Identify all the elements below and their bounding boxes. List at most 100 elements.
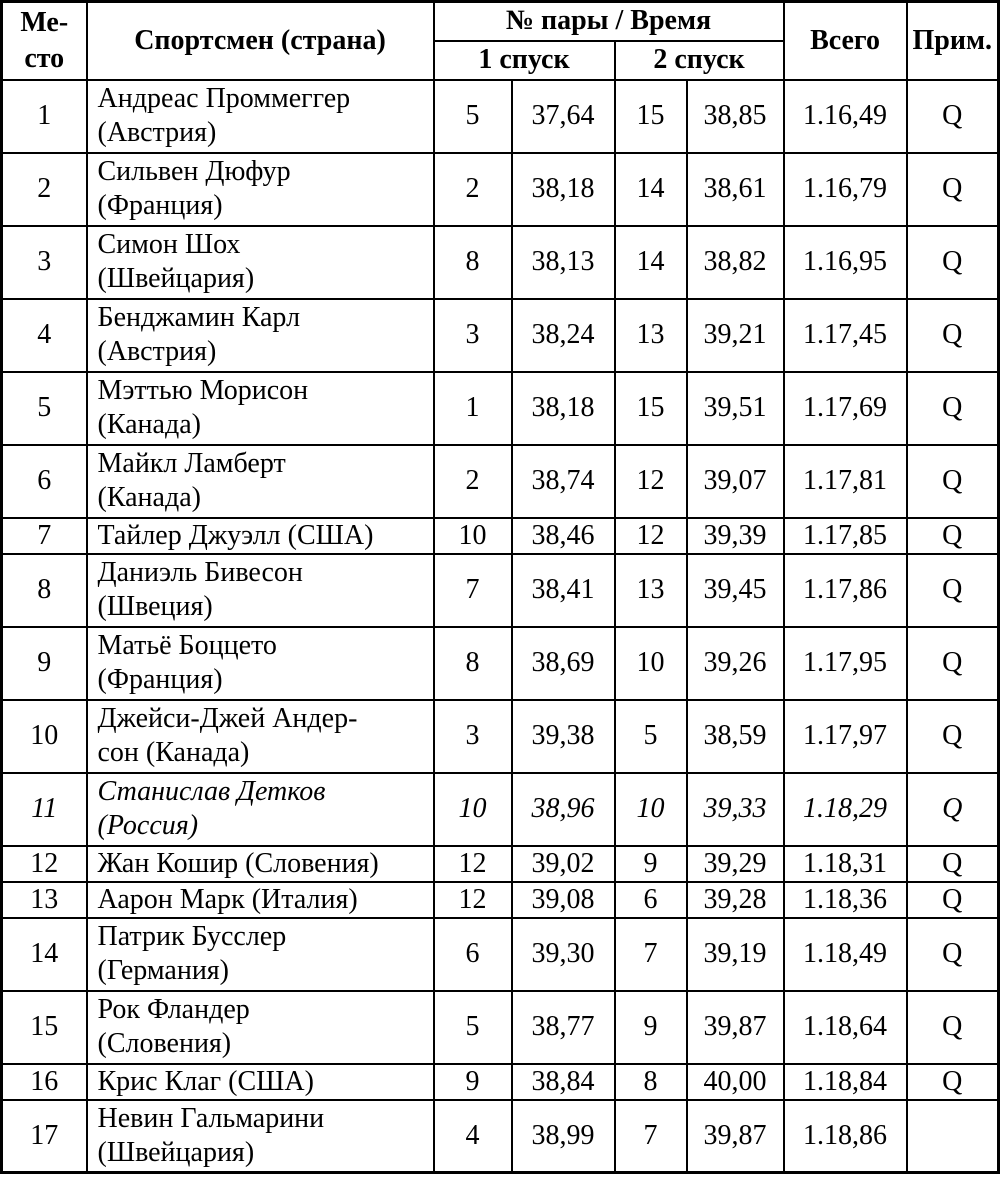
table-row: 14 Патрик Бусслер (Германия) 6 39,30 7 39,19 1… bbox=[0, 916, 1000, 992]
note-cell: Q bbox=[905, 1062, 1000, 1101]
run2-time-cell: 39,26 bbox=[685, 625, 785, 701]
athlete-cell: Симон Шох (Швейцария) bbox=[85, 224, 435, 300]
run1-pair-cell: 12 bbox=[432, 844, 513, 883]
run1-time-cell: 38,84 bbox=[510, 1062, 616, 1101]
run2-pair-cell: 13 bbox=[613, 552, 688, 628]
run1-time-cell: 38,96 bbox=[510, 771, 616, 847]
header-run1: 1 спуск bbox=[432, 39, 616, 81]
total-cell: 1.18,36 bbox=[782, 880, 908, 919]
run2-time-cell: 39,28 bbox=[685, 880, 785, 919]
run1-pair-cell: 12 bbox=[432, 880, 513, 919]
run2-time-cell: 39,19 bbox=[685, 916, 785, 992]
note-cell: Q bbox=[905, 880, 1000, 919]
run1-time-cell: 38,24 bbox=[510, 297, 616, 373]
total-cell: 1.18,64 bbox=[782, 989, 908, 1065]
total-cell: 1.16,49 bbox=[782, 78, 908, 154]
header-total: Всего bbox=[782, 0, 908, 81]
athlete-cell: Майкл Ламберт (Канада) bbox=[85, 443, 435, 519]
table-row: 7 Тайлер Джуэлл (США) 10 38,46 12 39,39 1.17,8… bbox=[0, 516, 1000, 555]
table-row: 8 Даниэль Бивесон (Швеция) 7 38,41 13 39,45 1.… bbox=[0, 552, 1000, 628]
note-cell: Q bbox=[905, 151, 1000, 227]
run1-time-cell: 39,30 bbox=[510, 916, 616, 992]
note-cell: Q bbox=[905, 552, 1000, 628]
athlete-cell: Тайлер Джуэлл (США) bbox=[85, 516, 435, 555]
run1-pair-cell: 2 bbox=[432, 151, 513, 227]
table-row: 16 Крис Клаг (США) 9 38,84 8 40,00 1.18,84 Q bbox=[0, 1062, 1000, 1101]
run1-pair-cell: 2 bbox=[432, 443, 513, 519]
athlete-cell: Патрик Бусслер (Германия) bbox=[85, 916, 435, 992]
athlete-cell: Матьё Боццето (Франция) bbox=[85, 625, 435, 701]
place-cell: 12 bbox=[0, 844, 88, 883]
total-cell: 1.17,69 bbox=[782, 370, 908, 446]
run1-pair-cell: 1 bbox=[432, 370, 513, 446]
run2-pair-cell: 9 bbox=[613, 989, 688, 1065]
note-cell: Q bbox=[905, 370, 1000, 446]
run1-time-cell: 38,41 bbox=[510, 552, 616, 628]
run2-pair-cell: 12 bbox=[613, 443, 688, 519]
note-cell bbox=[905, 1098, 1000, 1174]
note-cell: Q bbox=[905, 78, 1000, 154]
table-row: 13 Аарон Марк (Италия) 12 39,08 6 39,28 1.18,3… bbox=[0, 880, 1000, 919]
total-cell: 1.17,81 bbox=[782, 443, 908, 519]
run2-pair-cell: 6 bbox=[613, 880, 688, 919]
run2-pair-cell: 10 bbox=[613, 771, 688, 847]
run2-time-cell: 40,00 bbox=[685, 1062, 785, 1101]
athlete-cell: Джейси-Джей Андер- сон (Канада) bbox=[85, 698, 435, 774]
place-cell: 15 bbox=[0, 989, 88, 1065]
total-cell: 1.17,95 bbox=[782, 625, 908, 701]
place-cell: 7 bbox=[0, 516, 88, 555]
run2-pair-cell: 15 bbox=[613, 78, 688, 154]
place-cell: 17 bbox=[0, 1098, 88, 1174]
athlete-cell: Мэттью Морисон (Канада) bbox=[85, 370, 435, 446]
table-row: 3 Симон Шох (Швейцария) 8 38,13 14 38,82 1.16,… bbox=[0, 224, 1000, 300]
run2-pair-cell: 7 bbox=[613, 916, 688, 992]
athlete-cell: Станислав Детков (Россия) bbox=[85, 771, 435, 847]
run1-pair-cell: 6 bbox=[432, 916, 513, 992]
total-cell: 1.18,84 bbox=[782, 1062, 908, 1101]
run1-pair-cell: 5 bbox=[432, 989, 513, 1065]
note-cell: Q bbox=[905, 516, 1000, 555]
note-cell: Q bbox=[905, 698, 1000, 774]
table-row: 9 Матьё Боццето (Франция) 8 38,69 10 39,26 1.1… bbox=[0, 625, 1000, 701]
results-body: 1 Андреас Проммеггер (Австрия) 5 37,64 15 38,… bbox=[0, 78, 1000, 1174]
run2-time-cell: 39,45 bbox=[685, 552, 785, 628]
run1-pair-cell: 9 bbox=[432, 1062, 513, 1101]
note-cell: Q bbox=[905, 297, 1000, 373]
run1-pair-cell: 4 bbox=[432, 1098, 513, 1174]
run2-pair-cell: 12 bbox=[613, 516, 688, 555]
total-cell: 1.18,86 bbox=[782, 1098, 908, 1174]
run1-pair-cell: 5 bbox=[432, 78, 513, 154]
total-cell: 1.17,97 bbox=[782, 698, 908, 774]
note-cell: Q bbox=[905, 844, 1000, 883]
run1-time-cell: 38,77 bbox=[510, 989, 616, 1065]
table-row: 5 Мэттью Морисон (Канада) 1 38,18 15 39,51 1.1… bbox=[0, 370, 1000, 446]
run2-time-cell: 39,33 bbox=[685, 771, 785, 847]
table-row: 15 Рок Фландер (Словения) 5 38,77 9 39,87 1.18… bbox=[0, 989, 1000, 1065]
total-cell: 1.17,85 bbox=[782, 516, 908, 555]
note-cell: Q bbox=[905, 989, 1000, 1065]
run1-pair-cell: 8 bbox=[432, 625, 513, 701]
athlete-cell: Невин Гальмарини (Швейцария) bbox=[85, 1098, 435, 1174]
run1-time-cell: 39,38 bbox=[510, 698, 616, 774]
run1-time-cell: 38,13 bbox=[510, 224, 616, 300]
table-header: Ме- сто Спортсмен (страна) № пары / Врем… bbox=[0, 0, 1000, 81]
run2-time-cell: 38,85 bbox=[685, 78, 785, 154]
place-cell: 2 bbox=[0, 151, 88, 227]
place-cell: 4 bbox=[0, 297, 88, 373]
place-cell: 16 bbox=[0, 1062, 88, 1101]
run2-pair-cell: 10 bbox=[613, 625, 688, 701]
total-cell: 1.16,79 bbox=[782, 151, 908, 227]
run2-time-cell: 39,39 bbox=[685, 516, 785, 555]
athlete-cell: Аарон Марк (Италия) bbox=[85, 880, 435, 919]
note-cell: Q bbox=[905, 625, 1000, 701]
total-cell: 1.18,29 bbox=[782, 771, 908, 847]
run1-time-cell: 39,02 bbox=[510, 844, 616, 883]
run1-pair-cell: 8 bbox=[432, 224, 513, 300]
athlete-cell: Рок Фландер (Словения) bbox=[85, 989, 435, 1065]
table-row: 17 Невин Гальмарини (Швейцария) 4 38,99 7 39,… bbox=[0, 1098, 1000, 1174]
run1-time-cell: 38,74 bbox=[510, 443, 616, 519]
run2-pair-cell: 15 bbox=[613, 370, 688, 446]
run2-pair-cell: 14 bbox=[613, 224, 688, 300]
table-row: 11 Станислав Детков (Россия) 10 38,96 10 39,3… bbox=[0, 771, 1000, 847]
